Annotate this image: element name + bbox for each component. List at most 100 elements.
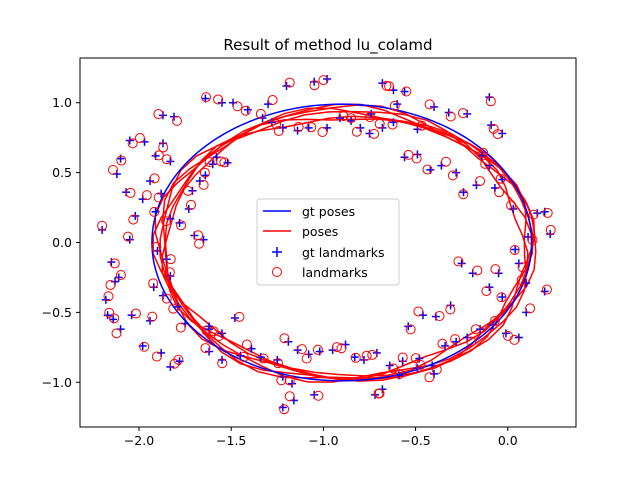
landmark-marker xyxy=(345,113,356,124)
landmark-marker xyxy=(496,292,507,303)
gt-landmark-marker xyxy=(347,116,356,125)
landmark-marker xyxy=(434,310,445,321)
landmark-marker xyxy=(161,293,172,304)
landmark-marker xyxy=(115,270,126,281)
gt-landmark-marker xyxy=(208,160,217,169)
gt-landmark-marker xyxy=(323,74,332,83)
landmark-marker xyxy=(415,359,426,370)
landmark-marker xyxy=(509,334,520,345)
landmark-marker xyxy=(284,375,295,386)
markers-layer xyxy=(97,74,556,415)
landmark-marker xyxy=(105,279,116,290)
y-tick-label: −1.0 xyxy=(42,375,72,390)
gt-poses-line xyxy=(151,103,533,382)
landmark-marker xyxy=(165,254,176,265)
gt-landmark-marker xyxy=(217,98,226,107)
landmark-marker xyxy=(450,334,461,345)
landmark-marker xyxy=(111,328,122,339)
landmark-marker xyxy=(213,94,224,105)
landmark-marker xyxy=(241,339,252,350)
landmark-marker xyxy=(338,111,349,122)
landmark-marker xyxy=(109,258,120,269)
landmark-marker xyxy=(424,99,435,110)
landmark-marker xyxy=(466,336,477,347)
landmark-marker xyxy=(151,351,162,362)
y-tick-label: 0.5 xyxy=(52,165,72,180)
legend-swatch-landmarks xyxy=(272,267,282,277)
landmark-marker xyxy=(234,311,245,322)
x-tick-label: 0.0 xyxy=(498,433,518,448)
x-tick-label: −1.5 xyxy=(216,433,246,448)
landmark-marker xyxy=(331,342,342,353)
landmark-marker xyxy=(485,96,496,107)
landmark-marker xyxy=(388,363,399,374)
landmark-marker xyxy=(453,256,464,267)
gt-landmark-marker xyxy=(367,109,376,118)
landmark-marker xyxy=(258,353,269,364)
landmark-marker xyxy=(279,333,290,344)
gt-landmark-marker xyxy=(236,351,245,360)
landmark-marker xyxy=(284,77,295,88)
y-axis: −1.0 −0.5 0.0 0.5 1.0 xyxy=(42,95,80,390)
landmark-marker xyxy=(405,324,416,335)
landmark-marker xyxy=(147,311,158,322)
landmark-marker xyxy=(542,207,553,218)
landmark-marker xyxy=(171,115,182,126)
landmark-marker xyxy=(255,108,266,119)
landmark-marker xyxy=(153,109,164,120)
landmark-marker xyxy=(149,206,160,217)
landmark-marker xyxy=(198,179,209,190)
landmark-marker xyxy=(97,220,108,231)
landmark-marker xyxy=(273,358,284,369)
landmark-marker xyxy=(175,322,186,333)
gt-landmark-marker xyxy=(350,353,359,362)
landmark-marker xyxy=(284,391,295,402)
gt-landmark-marker xyxy=(498,293,507,302)
gt-landmark-marker xyxy=(125,136,134,145)
gt-landmark-marker xyxy=(356,123,365,132)
landmark-marker xyxy=(481,286,492,297)
y-tick-label: 1.0 xyxy=(52,95,72,110)
landmark-marker xyxy=(213,331,224,342)
landmark-marker xyxy=(424,372,435,383)
landmark-marker xyxy=(445,111,456,122)
gt-landmark-marker xyxy=(201,171,210,180)
landmark-marker xyxy=(517,262,528,273)
legend-box xyxy=(256,198,400,286)
gt-landmark-marker xyxy=(195,177,204,185)
landmark-marker xyxy=(130,308,141,319)
landmark-marker xyxy=(528,209,539,220)
landmark-marker xyxy=(458,189,469,200)
gt-landmark-marker xyxy=(501,329,510,338)
gt-landmark-marker xyxy=(514,259,523,268)
landmark-marker xyxy=(116,155,127,166)
landmark-marker xyxy=(200,343,211,354)
landmark-marker xyxy=(447,170,458,181)
landmark-marker xyxy=(373,388,384,399)
legend-label-gt-landmarks: gt landmarks xyxy=(302,245,385,260)
legend-label-gt-poses: gt poses xyxy=(302,204,355,219)
gt-landmark-marker xyxy=(441,341,450,350)
landmark-marker xyxy=(492,129,503,140)
gt-landmark-marker xyxy=(426,165,435,174)
landmark-marker xyxy=(445,304,456,315)
landmark-marker xyxy=(141,190,152,201)
landmark-marker xyxy=(389,100,400,111)
landmark-marker xyxy=(148,278,159,289)
landmark-marker xyxy=(182,185,193,196)
landmark-marker xyxy=(411,153,422,164)
landmark-marker xyxy=(297,344,307,355)
landmark-marker xyxy=(397,352,408,363)
landmark-marker xyxy=(301,353,312,364)
legend-label-landmarks: landmarks xyxy=(302,265,368,280)
gt-landmark-marker xyxy=(457,259,466,268)
landmark-marker xyxy=(312,344,323,355)
landmark-marker xyxy=(306,122,317,133)
gt-landmark-marker xyxy=(151,207,160,216)
gt-landmark-marker xyxy=(335,114,344,123)
gt-landmark-marker xyxy=(278,372,287,381)
legend-label-poses: poses xyxy=(302,224,338,239)
landmark-marker xyxy=(161,216,172,227)
poses-line xyxy=(164,115,533,377)
landmark-marker xyxy=(271,119,282,130)
